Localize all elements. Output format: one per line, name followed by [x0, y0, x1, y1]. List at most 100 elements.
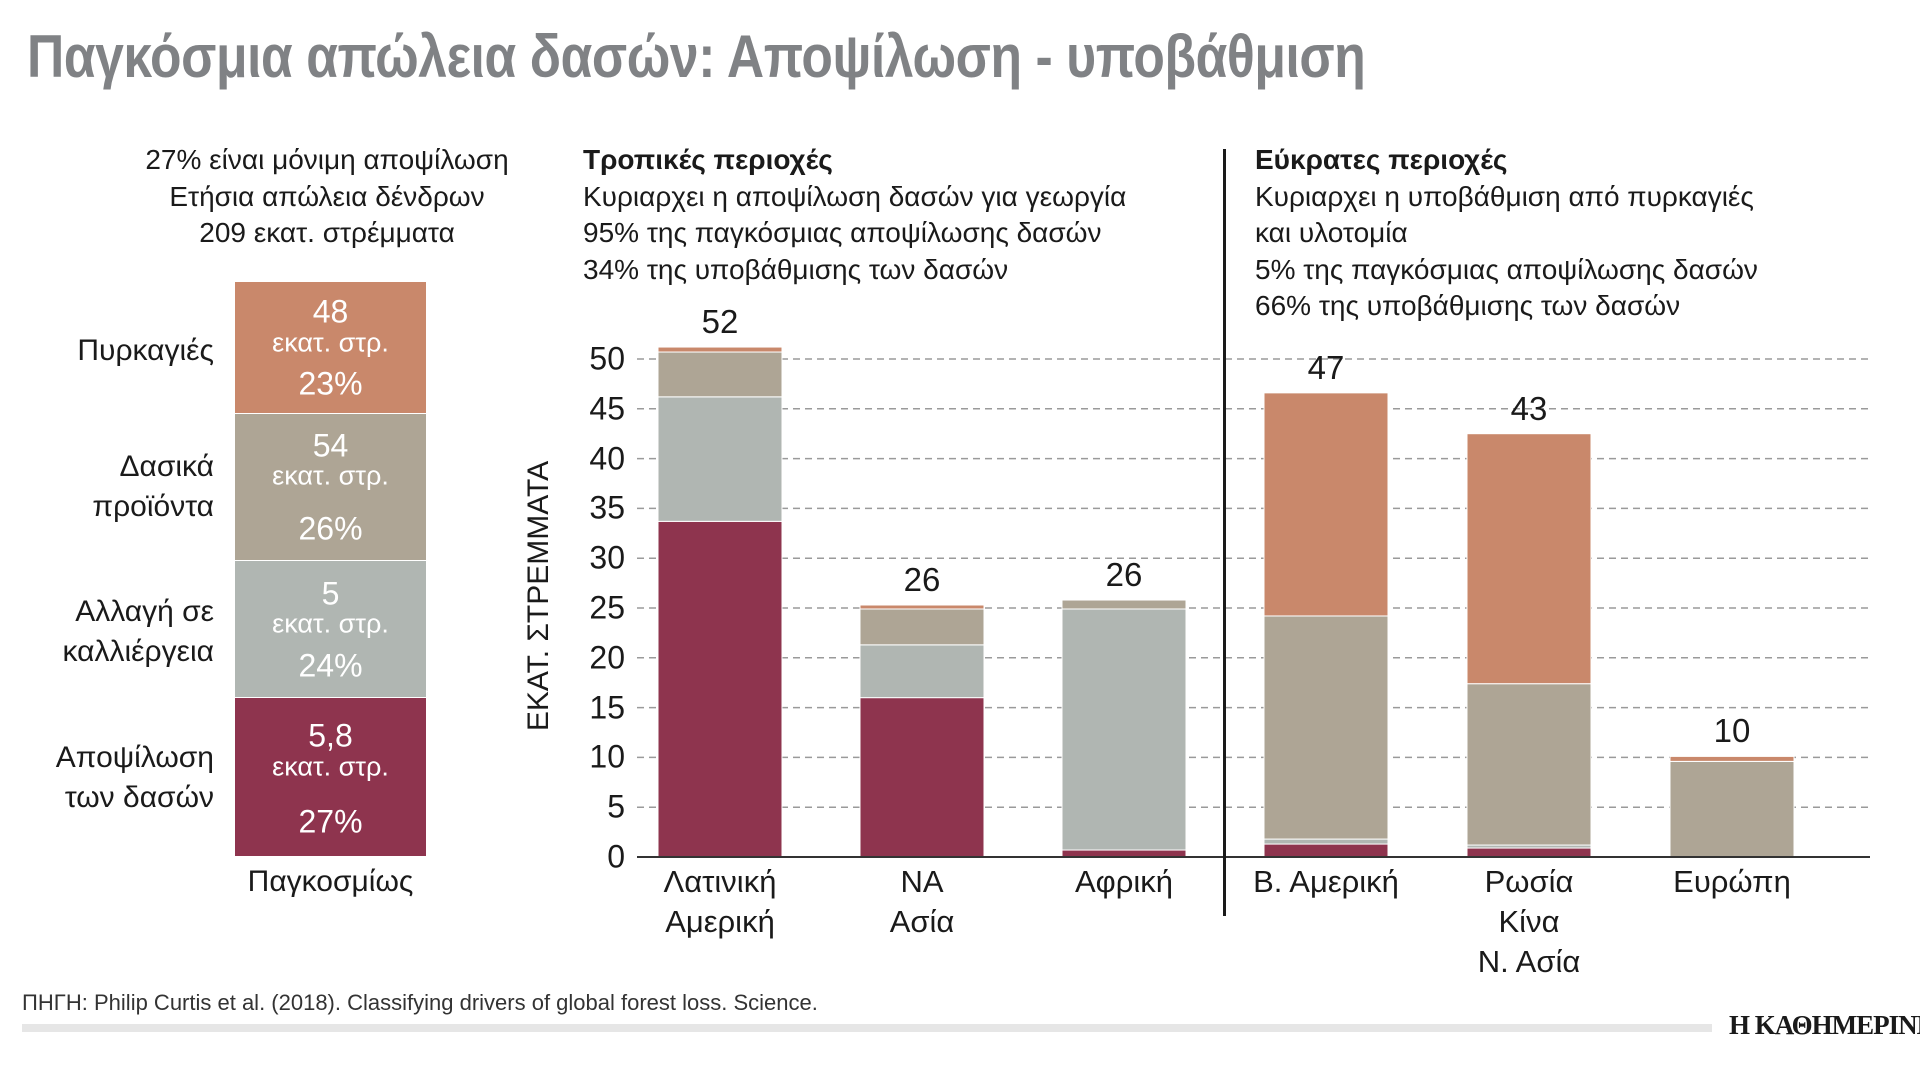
bar-segment-fire: [1669, 755, 1795, 762]
y-tick-label: 40: [589, 440, 625, 477]
bar-segment-forestry: [657, 351, 783, 398]
label-line: Δασικά: [119, 450, 214, 483]
y-axis-title: ΕΚΑΤ. ΣΤΡΕΜΜΑΤΑ: [522, 460, 555, 732]
bar-segment-forestry: [1669, 760, 1795, 858]
temperate-description: Εύκρατες περιοχές Κυριαρχει η υποβάθμιση…: [1255, 142, 1758, 325]
segment-percent: 24%: [298, 647, 363, 684]
y-tick-label: 5: [607, 788, 625, 825]
legend-label-forestry: Δασικά προϊόντα: [92, 447, 214, 527]
bar-segment-deforestation: [1263, 843, 1389, 858]
y-tick-label: 50: [589, 340, 625, 377]
x-label-line: Β. Αμερική: [1253, 864, 1399, 899]
y-tick-label: 45: [589, 390, 625, 427]
segment-unit: εκατ. στρ.: [272, 608, 389, 639]
x-label-line: Ρωσία: [1484, 864, 1574, 899]
bar-total-label: 26: [1105, 556, 1143, 594]
x-label-line: Κίνα: [1498, 904, 1560, 939]
stat-line: 209 εκατ. στρέμματα: [199, 217, 455, 248]
segment-percent: 23%: [298, 365, 363, 402]
temperate-line: Κυριαρχει η υποβάθμιση από πυρκαγιές: [1255, 180, 1754, 212]
segment-unit: εκατ. στρ.: [272, 751, 389, 782]
y-tick-label: 10: [589, 738, 625, 775]
bar-total-label: 26: [903, 561, 941, 598]
global-bar: [235, 282, 426, 856]
temperate-line: 5% της παγκόσμιας αποψίλωσης δασών: [1255, 253, 1758, 285]
bar-total-label: 43: [1510, 389, 1548, 427]
segment-value: 5,8: [308, 717, 353, 754]
tropical-description: Τροπικές περιοχές Κυριαρχει η αποψίλωση …: [583, 142, 1126, 288]
bar-segment-agriculture: [657, 396, 783, 522]
x-label-line: Αφρική: [1074, 864, 1174, 899]
x-axis-label: Β. Αμερική: [1216, 862, 1436, 902]
x-axis-label: Αφρική: [1014, 862, 1234, 902]
global-segment-fire: [235, 282, 426, 414]
bar-segment-agriculture: [1061, 608, 1187, 851]
label-line: προϊόντα: [92, 490, 214, 523]
label-line: Αλλαγή σε: [75, 595, 214, 628]
segment-unit: εκατ. στρ.: [272, 327, 389, 358]
bar-segment-agriculture: [859, 644, 985, 699]
bar-segment-forestry: [1263, 615, 1389, 840]
footer-bar: [22, 1024, 1712, 1032]
y-tick-label: 20: [589, 639, 625, 676]
bar-segment-forestry: [1466, 683, 1592, 846]
x-axis-label: Λατινική Αμερική: [610, 862, 830, 942]
x-label-line: Ασία: [889, 904, 955, 939]
x-label-line: Ν. Ασία: [1477, 944, 1581, 979]
segment-unit: εκατ. στρ.: [272, 460, 389, 491]
bar-segment-fire: [1466, 433, 1592, 685]
temperate-line: 66% της υποβάθμισης των δασών: [1255, 290, 1681, 321]
region-divider: [1223, 149, 1226, 916]
x-label-line: Αμερική: [665, 904, 775, 939]
bar-segment-deforestation: [657, 520, 783, 858]
bar-segment-agriculture: [1263, 838, 1389, 845]
global-segment-forestry: [235, 414, 426, 561]
legend-label-fire: Πυρκαγιές: [77, 331, 214, 371]
label-line: καλλιέργεια: [62, 635, 214, 668]
x-label-line: Ευρώπη: [1673, 864, 1791, 899]
x-axis-label: ΝΑ Ασία: [812, 862, 1032, 942]
segment-percent: 27%: [298, 803, 363, 840]
publisher-logo: Η ΚΑΘΗΜΕΡΙΝΗ: [1729, 1010, 1920, 1040]
tropical-heading: Τροπικές περιοχές: [583, 144, 833, 175]
global-bar-label: Παγκοσμίως: [247, 865, 414, 898]
segment-percent: 26%: [298, 510, 363, 547]
segment-value: 48: [312, 293, 349, 330]
x-axis-label: Ρωσία Κίνα Ν. Ασία: [1419, 862, 1639, 982]
bar-total-label: 10: [1713, 712, 1751, 750]
page-title: Παγκόσμια απώλεια δασών: Αποψίλωση - υπο…: [27, 23, 1366, 90]
y-tick-label: 30: [589, 539, 625, 576]
stat-line: 27% είναι μόνιμη αποψίλωση: [145, 144, 509, 175]
temperate-heading: Εύκρατες περιοχές: [1255, 144, 1508, 175]
y-tick-label: 15: [589, 689, 625, 726]
temperate-line: και υλοτομία: [1255, 217, 1408, 248]
bar-segment-fire: [1263, 392, 1389, 617]
global-segment-agriculture: [235, 561, 426, 698]
segment-value: 5: [321, 575, 340, 612]
legend-label-deforestation: Αποψίλωση των δασών: [56, 738, 214, 818]
label-line: Πυρκαγιές: [77, 334, 214, 367]
label-line: των δασών: [64, 781, 214, 814]
y-tick-label: 35: [589, 489, 625, 526]
legend-label-agriculture: Αλλαγή σε καλλιέργεια: [63, 592, 214, 672]
x-axis-label: Ευρώπη: [1622, 862, 1842, 902]
bar-segment-deforestation: [1466, 847, 1592, 858]
bar-segment-deforestation: [1061, 849, 1187, 858]
global-stats: 27% είναι μόνιμη αποψίλωση Ετήσια απώλει…: [127, 142, 527, 252]
bar-total-label: 47: [1307, 348, 1345, 386]
segment-value: 54: [312, 427, 349, 464]
x-label-line: ΝΑ: [900, 864, 944, 899]
tropical-line: 95% της παγκόσμιας αποψίλωσης δασών: [583, 217, 1102, 248]
bar-segment-fire: [859, 604, 985, 610]
bar-segment-forestry: [1061, 599, 1187, 610]
bar-segment-fire: [657, 346, 783, 353]
bar-total-label: 52: [701, 303, 739, 341]
y-tick-label: 25: [589, 589, 625, 626]
bar-segment-deforestation: [859, 697, 985, 858]
source-note: ΠΗΓΗ: Philip Curtis et al. (2018). Class…: [22, 990, 818, 1015]
x-label-line: Λατινική: [663, 864, 777, 899]
global-segment-deforestation: [235, 698, 426, 856]
tropical-line: 34% της υποβάθμισης των δασών: [583, 253, 1009, 285]
y-tick-label: 0: [607, 838, 625, 875]
